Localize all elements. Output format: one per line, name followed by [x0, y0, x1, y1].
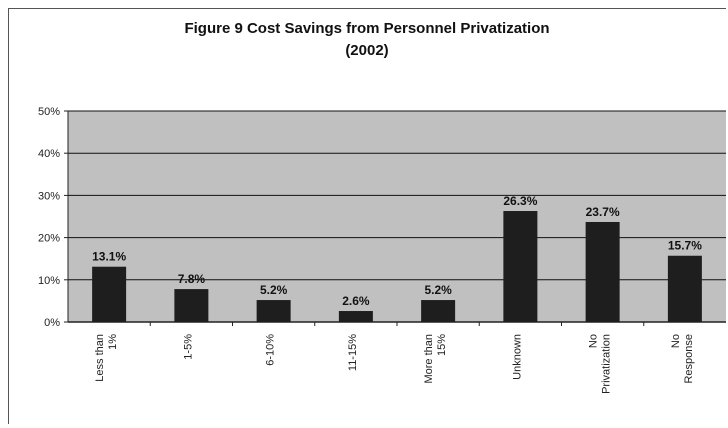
y-tick-label: 50% [38, 106, 60, 118]
bar [585, 221, 620, 322]
x-tick-label: NoResponse [670, 334, 695, 384]
x-tick-label-line: 15% [436, 334, 448, 356]
x-tick-label-line: 1-5% [182, 334, 194, 360]
x-tick-label-line: Privatization [601, 334, 613, 394]
data-label: 26.3% [503, 194, 537, 208]
x-tick-label-line: Unknown [511, 334, 523, 380]
bar [421, 300, 456, 322]
x-tick-label-line: No [588, 334, 600, 348]
data-label: 23.7% [586, 205, 620, 219]
data-label: 2.6% [342, 294, 370, 308]
bar [667, 255, 702, 322]
x-tick-label: 1-5% [182, 334, 194, 360]
x-tick-label-line: Response [683, 334, 695, 384]
bar [174, 289, 209, 322]
x-tick-label-line: No [670, 334, 682, 348]
x-tick-label-line: 1% [107, 334, 119, 350]
plot-area [68, 111, 726, 322]
x-tick-label-line: Less than [94, 334, 106, 382]
bar [338, 311, 373, 322]
y-tick-label: 20% [38, 233, 60, 245]
x-tick-label: More than15% [423, 334, 448, 384]
x-tick-label-line: 11-15% [347, 334, 359, 371]
x-tick-label: Less than1% [94, 334, 119, 382]
bar [92, 266, 127, 322]
bar [256, 300, 291, 322]
x-tick-label-line: 6-10% [265, 334, 277, 366]
bar [503, 211, 538, 322]
x-tick-label-line: More than [423, 334, 435, 384]
x-tick-label: 6-10% [265, 334, 277, 366]
data-label: 15.7% [668, 239, 702, 253]
x-tick-label: Unknown [511, 334, 523, 380]
y-tick-label: 10% [38, 275, 60, 287]
x-tick-label: NoPrivatization [588, 334, 613, 394]
chart-subtitle: (2002) [345, 42, 389, 59]
data-label: 5.2% [260, 283, 288, 297]
chart-title-line: Figure 9 Cost Savings from Personnel Pri… [184, 20, 550, 37]
y-tick-label: 0% [44, 317, 60, 329]
data-label: 7.8% [178, 272, 206, 286]
data-label: 5.2% [424, 283, 452, 297]
data-label: 13.1% [92, 250, 126, 264]
x-tick-label: 11-15% [347, 334, 359, 371]
chart-title: Figure 9 Cost Savings from Personnel Pri… [8, 18, 726, 62]
y-tick-label: 40% [38, 148, 60, 160]
y-tick-label: 30% [38, 190, 60, 202]
